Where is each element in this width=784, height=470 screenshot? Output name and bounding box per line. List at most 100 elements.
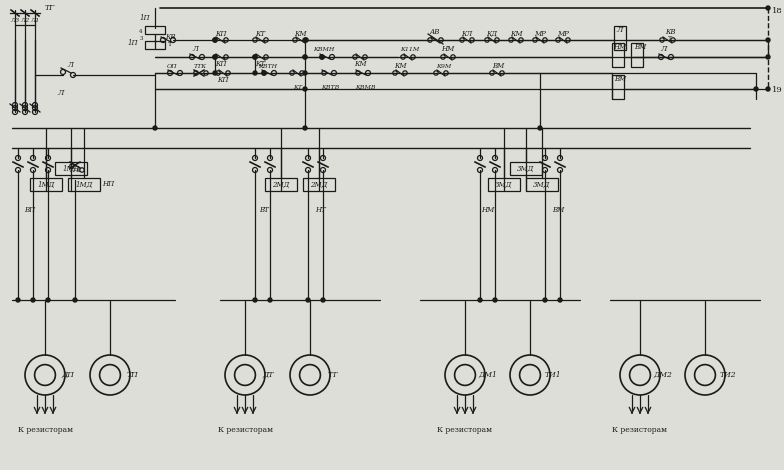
- Text: 4: 4: [140, 29, 143, 33]
- Text: КЛ: КЛ: [461, 30, 473, 38]
- Text: ТТ: ТТ: [328, 371, 338, 379]
- Circle shape: [493, 298, 497, 302]
- Text: ТТК: ТТК: [194, 63, 206, 69]
- Text: НМ: НМ: [613, 43, 626, 51]
- Text: КВМВ: КВМВ: [354, 85, 376, 89]
- Circle shape: [253, 298, 257, 302]
- Text: КМ: КМ: [294, 30, 307, 38]
- Text: 2МД: 2МД: [310, 180, 328, 188]
- Text: 3МД: 3МД: [533, 180, 550, 188]
- Bar: [145, 26, 165, 34]
- Text: ВМ: ВМ: [552, 206, 564, 214]
- Text: ВТ: ВТ: [260, 206, 269, 214]
- Bar: [526, 178, 558, 191]
- Bar: [68, 178, 100, 191]
- Text: 1П: 1П: [140, 14, 151, 22]
- Text: 18: 18: [772, 7, 782, 15]
- Circle shape: [303, 55, 307, 59]
- Text: 1МД: 1МД: [62, 164, 80, 172]
- Text: ВМ: ВМ: [492, 62, 504, 70]
- Text: НМ: НМ: [481, 206, 495, 214]
- Text: К резисторам: К резисторам: [17, 426, 72, 434]
- Text: К резисторам: К резисторам: [437, 426, 492, 434]
- Text: МР: МР: [534, 30, 546, 38]
- Text: Л: Л: [192, 45, 198, 53]
- Circle shape: [558, 298, 562, 302]
- Circle shape: [321, 298, 325, 302]
- Text: КВТН: КВТН: [259, 63, 278, 69]
- Text: ОП: ОП: [167, 63, 177, 69]
- Circle shape: [303, 87, 307, 91]
- Text: 1МД: 1МД: [38, 180, 55, 188]
- Text: АВ: АВ: [430, 28, 440, 36]
- Circle shape: [213, 38, 217, 42]
- Text: КВМН: КВМН: [314, 47, 335, 52]
- Text: КТ: КТ: [256, 30, 266, 38]
- Text: ТИ2: ТИ2: [720, 371, 736, 379]
- Text: КТ: КТ: [293, 85, 303, 89]
- Circle shape: [303, 55, 307, 59]
- Text: 1П: 1П: [128, 39, 138, 47]
- Circle shape: [306, 298, 310, 302]
- Bar: [614, 26, 626, 50]
- Circle shape: [213, 71, 217, 75]
- Text: 3: 3: [140, 36, 143, 40]
- Text: КВТВ: КВТВ: [321, 85, 339, 89]
- Text: НМ: НМ: [441, 45, 455, 53]
- Text: 19: 19: [772, 86, 782, 94]
- Circle shape: [268, 298, 272, 302]
- Circle shape: [766, 38, 770, 42]
- Text: Т: Т: [168, 41, 172, 47]
- Text: КТ: КТ: [256, 60, 266, 68]
- Circle shape: [543, 298, 547, 302]
- Text: КД: КД: [486, 30, 498, 38]
- Circle shape: [31, 298, 35, 302]
- Text: К резисторам: К резисторам: [612, 426, 667, 434]
- Text: ДМ2: ДМ2: [654, 371, 673, 379]
- Circle shape: [262, 71, 266, 75]
- Bar: [265, 178, 297, 191]
- Bar: [612, 43, 624, 67]
- Text: Л2: Л2: [20, 17, 30, 23]
- Text: К резисторам: К резисторам: [217, 426, 273, 434]
- Text: Л: Л: [67, 61, 73, 69]
- Bar: [303, 178, 335, 191]
- Text: 1МД: 1МД: [75, 180, 93, 188]
- Bar: [145, 41, 165, 49]
- Circle shape: [754, 87, 758, 91]
- Text: ДТ: ДТ: [263, 371, 274, 379]
- Text: Л3: Л3: [10, 17, 20, 23]
- Text: К11М: К11М: [401, 47, 419, 52]
- Bar: [612, 75, 624, 99]
- Bar: [510, 162, 542, 175]
- Circle shape: [766, 87, 770, 91]
- Text: ТИ1: ТИ1: [545, 371, 561, 379]
- Bar: [488, 178, 520, 191]
- Circle shape: [253, 71, 257, 75]
- Circle shape: [766, 6, 770, 10]
- Text: ВМ: ВМ: [634, 43, 646, 51]
- Text: Л: Л: [661, 45, 667, 53]
- Text: ТП: ТП: [127, 371, 139, 379]
- Text: НТ: НТ: [314, 206, 325, 214]
- Text: КП: КП: [215, 60, 227, 68]
- Circle shape: [538, 126, 542, 130]
- Text: НП: НП: [102, 180, 114, 188]
- Text: КМ: КМ: [510, 30, 522, 38]
- Circle shape: [16, 298, 20, 302]
- Text: КМ: КМ: [354, 60, 366, 68]
- Text: МР: МР: [557, 30, 569, 38]
- Circle shape: [303, 126, 307, 130]
- Circle shape: [303, 38, 307, 42]
- Text: ДП: ДП: [62, 371, 74, 379]
- Text: Л: Л: [56, 89, 64, 97]
- Text: КВ: КВ: [665, 28, 675, 36]
- Circle shape: [303, 71, 307, 75]
- Text: ДМ1: ДМ1: [478, 371, 497, 379]
- Text: 3МД: 3МД: [517, 164, 535, 172]
- Text: ВП: ВП: [24, 206, 35, 214]
- Bar: [55, 162, 87, 175]
- Text: 2МД: 2МД: [272, 180, 289, 188]
- Bar: [30, 178, 62, 191]
- Text: КВ: КВ: [165, 33, 176, 41]
